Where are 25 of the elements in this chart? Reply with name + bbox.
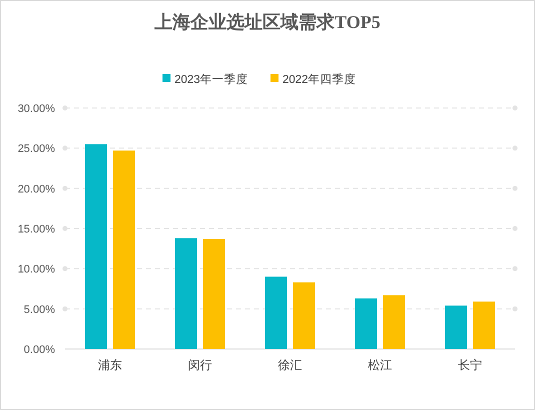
- bar: [473, 302, 495, 349]
- bar: [355, 298, 377, 349]
- x-tick-label: 长宁: [458, 358, 482, 372]
- bar: [85, 144, 107, 349]
- bar: [113, 150, 135, 349]
- y-tick-label: 25.00%: [18, 143, 56, 156]
- bar: [293, 282, 315, 349]
- x-tick-label: 闵行: [188, 358, 212, 372]
- bar: [203, 238, 225, 349]
- bar: [445, 306, 467, 349]
- bar: [175, 238, 197, 349]
- y-tick-label: 20.00%: [18, 183, 56, 196]
- y-tick-label: 10.00%: [18, 264, 56, 276]
- x-tick-label: 浦东: [98, 358, 122, 372]
- chart-title: 上海企业选址区域需求TOP5: [154, 12, 380, 32]
- bar: [383, 295, 405, 349]
- y-tick-label: 15.00%: [18, 224, 56, 236]
- y-tick-label: 30.00%: [18, 103, 56, 115]
- legend-label: 2023年一季度: [174, 72, 248, 86]
- bar: [265, 276, 287, 349]
- x-tick-label: 徐汇: [278, 358, 302, 372]
- x-tick-label: 松江: [368, 358, 392, 372]
- y-tick-label: 5.00%: [24, 304, 56, 316]
- legend-label: 2022年四季度: [282, 72, 356, 86]
- y-tick-label: 0.00%: [24, 344, 56, 356]
